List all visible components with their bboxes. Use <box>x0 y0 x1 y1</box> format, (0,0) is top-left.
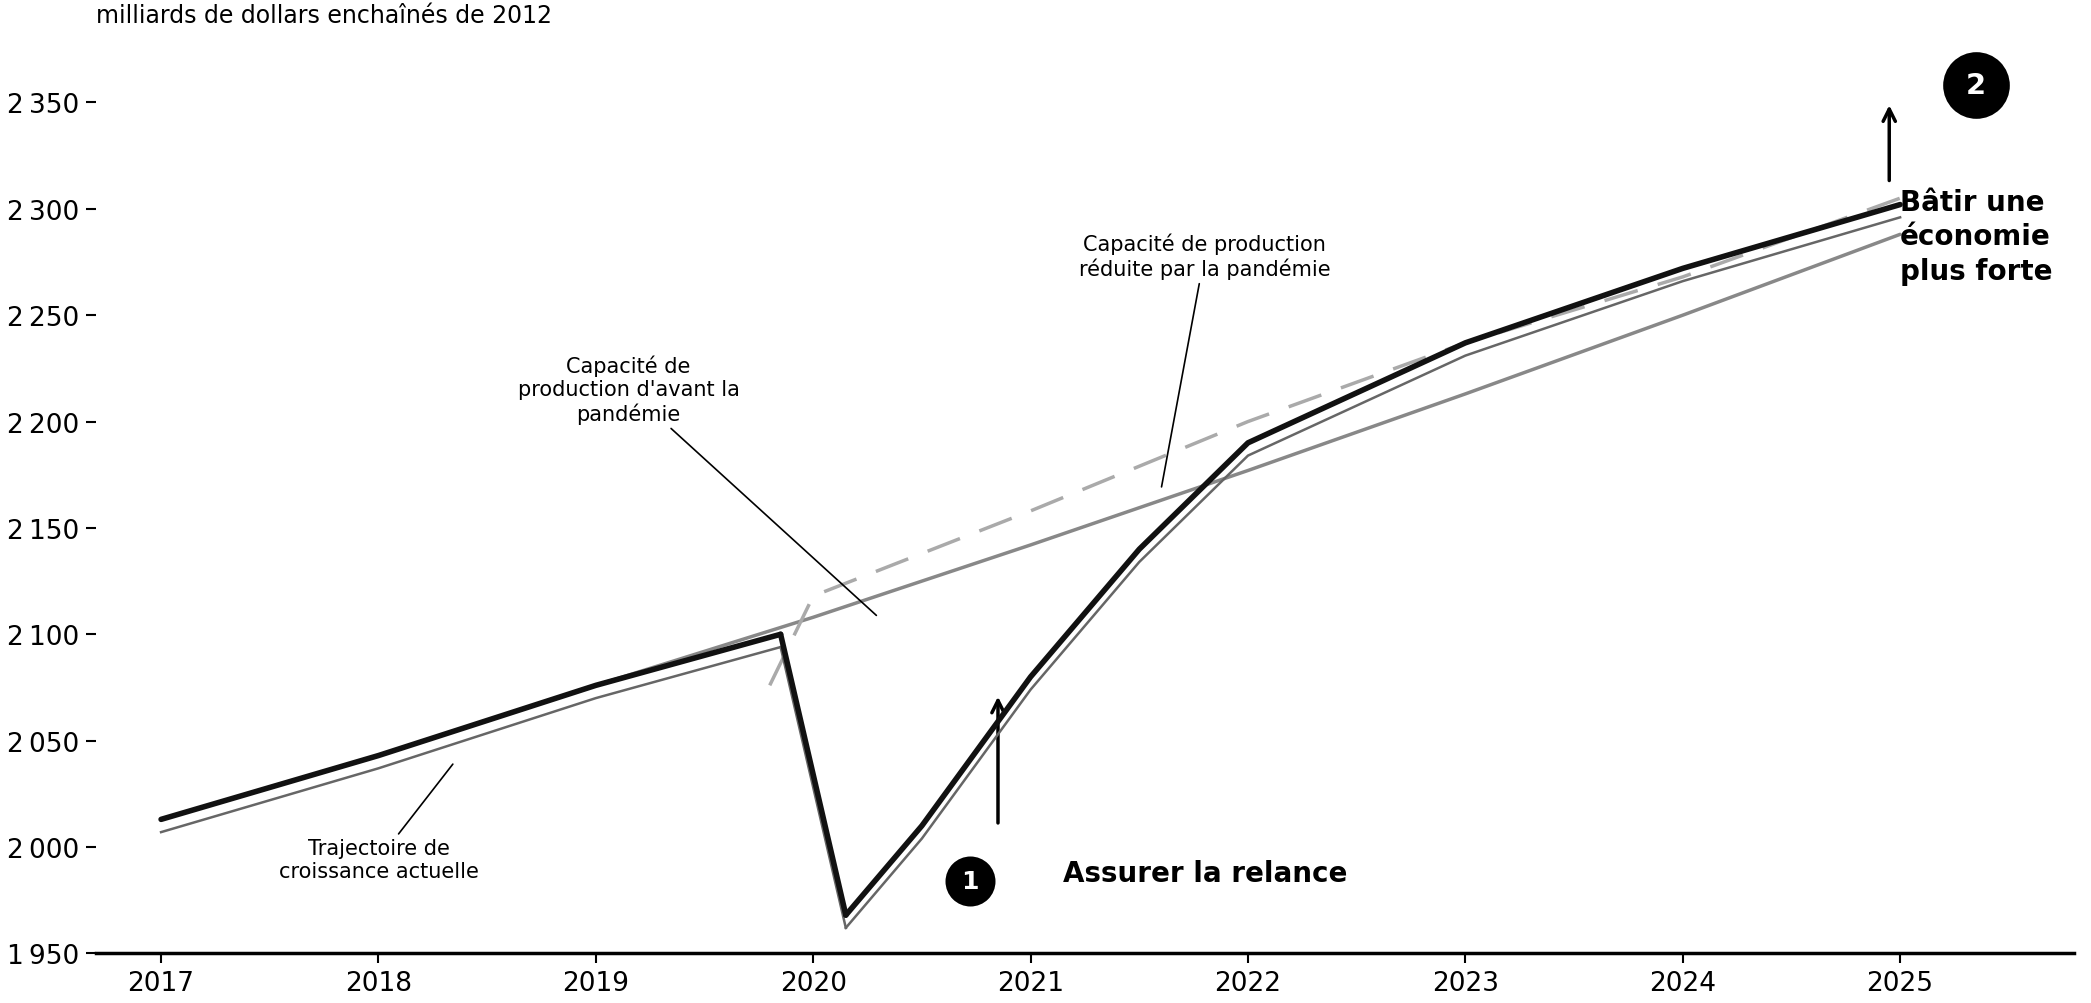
Text: 2: 2 <box>1966 72 1986 100</box>
Text: 1: 1 <box>962 870 979 893</box>
Text: Capacité de
production d'avant la
pandémie: Capacité de production d'avant la pandém… <box>516 355 876 616</box>
Text: milliards de dollars enchaînés de 2012: milliards de dollars enchaînés de 2012 <box>96 4 552 28</box>
Text: Capacité de production
réduite par la pandémie: Capacité de production réduite par la pa… <box>1079 233 1330 487</box>
Text: Bâtir une
économie
plus forte: Bâtir une économie plus forte <box>1901 189 2053 286</box>
Text: Assurer la relance: Assurer la relance <box>1062 859 1347 887</box>
Text: Trajectoire de
croissance actuelle: Trajectoire de croissance actuelle <box>278 764 479 882</box>
